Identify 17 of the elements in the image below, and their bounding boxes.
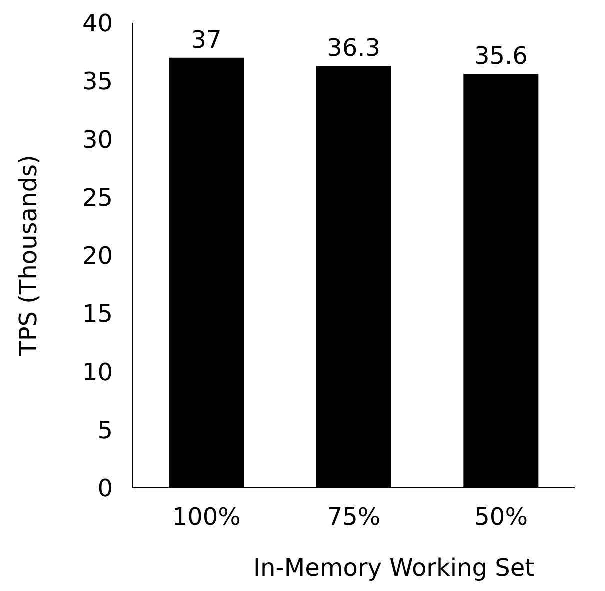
y-axis-title: TPS (Thousands) — [14, 155, 43, 357]
data-label: 37 — [191, 26, 222, 54]
data-label: 35.6 — [474, 42, 528, 70]
y-tick-label: 20 — [82, 242, 113, 270]
y-tick-label: 25 — [82, 184, 113, 212]
y-tick-label: 10 — [82, 358, 113, 386]
y-tick-label: 35 — [82, 68, 113, 96]
data-label: 36.3 — [327, 34, 381, 62]
y-tick-label: 15 — [82, 300, 113, 328]
y-tick-label: 5 — [98, 416, 113, 444]
y-tick-label: 40 — [82, 10, 113, 38]
y-tick-label: 0 — [98, 474, 113, 503]
y-tick-label: 30 — [82, 126, 113, 154]
x-tick-label: 50% — [474, 503, 528, 532]
x-tick-label: 100% — [172, 503, 241, 532]
x-tick-label: 75% — [327, 503, 381, 532]
x-axis-title: In-Memory Working Set — [253, 554, 535, 582]
